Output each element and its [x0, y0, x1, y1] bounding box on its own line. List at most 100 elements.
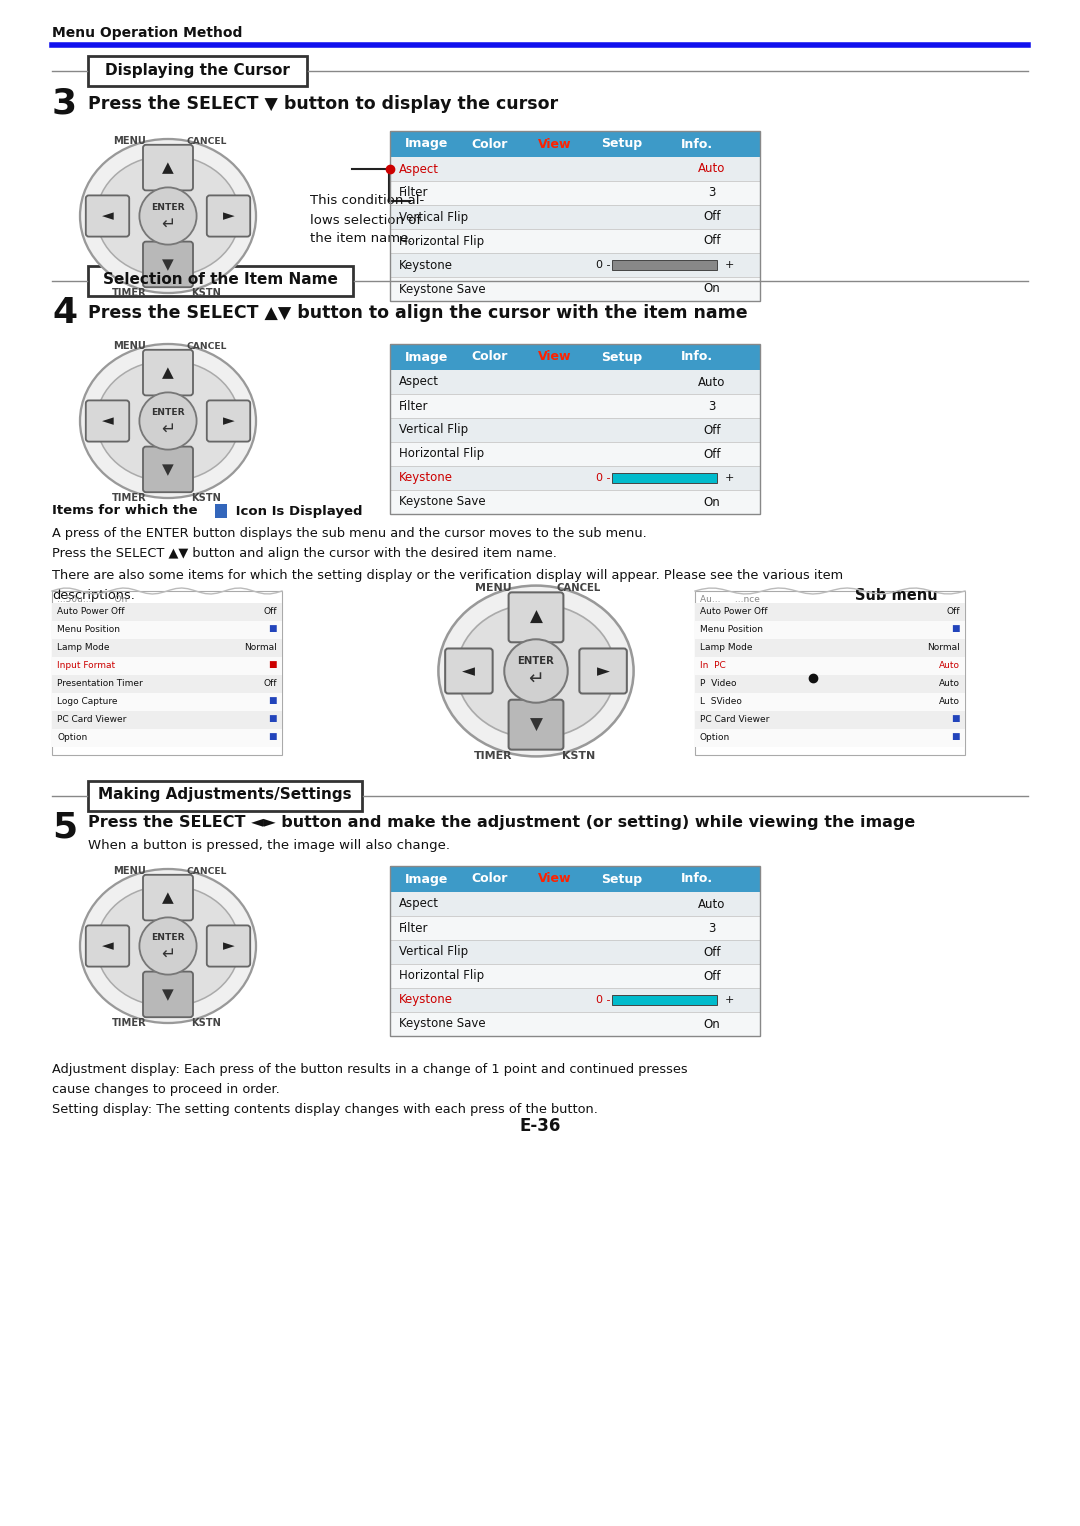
Circle shape: [139, 392, 197, 450]
FancyBboxPatch shape: [579, 649, 626, 693]
Text: Press the SELECT ◄► button and make the adjustment (or setting) while viewing th: Press the SELECT ◄► button and make the …: [87, 815, 915, 830]
Text: ENTER: ENTER: [151, 932, 185, 942]
FancyBboxPatch shape: [143, 447, 193, 493]
Text: ▲: ▲: [162, 890, 174, 905]
Text: MENU: MENU: [113, 342, 146, 351]
Text: Selection of the Item Name: Selection of the Item Name: [104, 273, 338, 287]
Bar: [390, 987, 760, 1012]
Text: ◄: ◄: [102, 414, 113, 429]
Bar: [390, 278, 760, 301]
Text: lows selection of: lows selection of: [310, 214, 421, 226]
Text: Aspect: Aspect: [399, 375, 438, 389]
FancyBboxPatch shape: [143, 349, 193, 395]
Text: ENTER: ENTER: [151, 203, 185, 212]
Text: Items for which the: Items for which the: [52, 505, 202, 517]
Bar: [696, 591, 966, 755]
Bar: [612, 473, 717, 484]
Text: Filter: Filter: [399, 922, 429, 934]
Bar: [52, 674, 282, 693]
Bar: [390, 940, 760, 964]
Text: Keystone: Keystone: [399, 472, 453, 484]
Text: ◄: ◄: [102, 209, 113, 223]
Text: Setting display: The setting contents display changes with each press of the but: Setting display: The setting contents di…: [52, 1102, 598, 1116]
Bar: [696, 658, 966, 674]
Bar: [390, 443, 760, 465]
Text: Image: Image: [405, 351, 448, 363]
Bar: [390, 465, 760, 490]
Bar: [390, 865, 760, 1036]
FancyBboxPatch shape: [143, 241, 193, 287]
Text: Sub menu: Sub menu: [855, 589, 937, 603]
FancyBboxPatch shape: [509, 700, 564, 749]
Text: TIMER: TIMER: [112, 1018, 147, 1029]
Text: Auto: Auto: [939, 679, 960, 688]
Bar: [696, 603, 966, 621]
Bar: [696, 693, 966, 711]
Text: Info.: Info.: [681, 873, 713, 885]
Text: Aspect: Aspect: [399, 897, 438, 911]
Text: ▲: ▲: [162, 365, 174, 380]
Text: Auto: Auto: [698, 897, 726, 911]
Text: Lamp Mode: Lamp Mode: [700, 642, 753, 652]
Bar: [52, 729, 282, 748]
Bar: [390, 131, 760, 157]
Text: +: +: [725, 259, 734, 270]
Bar: [612, 995, 717, 1006]
Bar: [390, 369, 760, 394]
Bar: [52, 658, 282, 674]
Text: Vertical Flip: Vertical Flip: [399, 211, 468, 223]
Bar: [696, 674, 966, 693]
Text: A press of the ENTER button displays the sub menu and the cursor moves to the su: A press of the ENTER button displays the…: [52, 526, 647, 540]
Text: Icon Is Displayed: Icon Is Displayed: [231, 505, 363, 517]
Text: ↵: ↵: [161, 215, 175, 232]
Text: Auto: Auto: [939, 696, 960, 705]
Text: Off: Off: [703, 211, 720, 223]
Text: ↵: ↵: [528, 670, 544, 690]
Text: ■: ■: [951, 732, 960, 742]
Text: Off: Off: [264, 679, 276, 688]
Text: ►: ►: [222, 209, 234, 223]
Bar: [52, 639, 282, 658]
Bar: [52, 591, 282, 755]
Text: Color: Color: [472, 351, 508, 363]
Text: ▲: ▲: [529, 609, 542, 626]
Text: Keystone Save: Keystone Save: [399, 1018, 486, 1030]
Text: CANCEL: CANCEL: [187, 342, 227, 351]
Text: +: +: [725, 473, 734, 484]
Bar: [390, 131, 760, 301]
Text: Normal: Normal: [928, 642, 960, 652]
Text: Setup: Setup: [600, 351, 642, 363]
Text: Info.: Info.: [681, 137, 713, 151]
FancyBboxPatch shape: [206, 925, 251, 966]
Bar: [390, 1012, 760, 1036]
Text: 0 -: 0 -: [596, 473, 610, 484]
FancyBboxPatch shape: [87, 781, 363, 810]
FancyBboxPatch shape: [85, 925, 130, 966]
FancyBboxPatch shape: [143, 145, 193, 191]
Text: Color: Color: [472, 873, 508, 885]
Text: L  SVideo: L SVideo: [700, 696, 742, 705]
Text: Setup: Setup: [600, 137, 642, 151]
Bar: [390, 157, 760, 182]
Text: Setup: Setup: [600, 873, 642, 885]
Text: Off: Off: [703, 424, 720, 436]
Bar: [696, 729, 966, 748]
Text: ■: ■: [269, 696, 276, 705]
Text: CANCEL: CANCEL: [556, 583, 600, 594]
Text: Color: Color: [472, 137, 508, 151]
Text: Off: Off: [703, 447, 720, 461]
Bar: [52, 621, 282, 639]
Text: ■: ■: [951, 624, 960, 633]
Text: TIMER: TIMER: [112, 288, 147, 298]
Text: KSTN: KSTN: [191, 1018, 221, 1029]
Text: ■: ■: [269, 624, 276, 633]
Text: 3: 3: [708, 922, 716, 934]
Text: Horizontal Flip: Horizontal Flip: [399, 447, 484, 461]
Text: Off: Off: [703, 946, 720, 958]
Text: Off: Off: [703, 235, 720, 247]
Text: Auto: Auto: [698, 375, 726, 389]
Text: ◄: ◄: [102, 938, 113, 954]
Bar: [612, 259, 717, 270]
Ellipse shape: [80, 868, 256, 1022]
Text: MENU: MENU: [113, 867, 146, 876]
